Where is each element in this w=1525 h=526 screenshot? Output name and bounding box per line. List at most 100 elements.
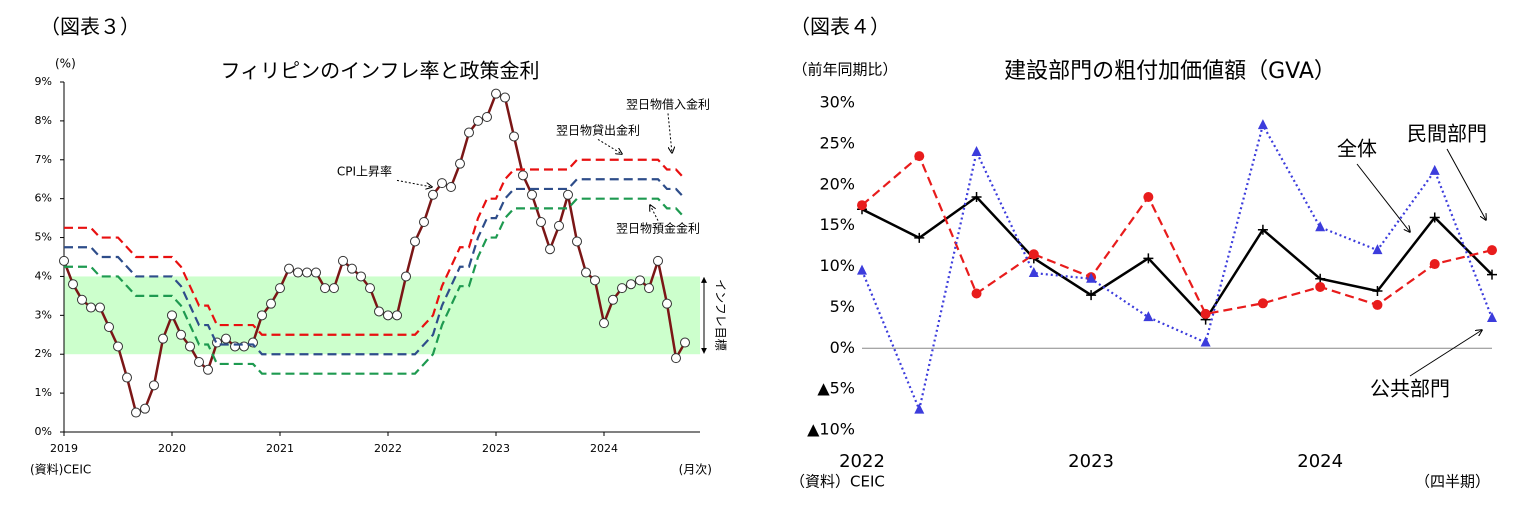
- point: [914, 403, 925, 414]
- point: [311, 267, 321, 278]
- y-tick-label: 2%: [35, 347, 52, 360]
- y-tick-label: 5%: [35, 231, 52, 244]
- y-tick-label: 4%: [35, 269, 52, 282]
- y-unit-label: （前年同期比）: [792, 61, 897, 79]
- x-unit-label: (月次): [679, 463, 712, 477]
- series-label: CPI上昇率: [337, 164, 392, 179]
- y-tick-label: 3%: [35, 308, 52, 321]
- point: [320, 283, 330, 294]
- point: [284, 263, 294, 274]
- label-arrow: [1409, 330, 1482, 377]
- y-tick-label: 6%: [35, 192, 52, 205]
- point: [1086, 290, 1097, 301]
- point: [374, 306, 384, 317]
- point: [176, 329, 186, 340]
- point: [644, 283, 654, 294]
- x-tick-label: 2023: [1068, 451, 1114, 472]
- point: [590, 275, 600, 286]
- source: (資料)CEIC: [30, 463, 91, 477]
- chart-title: フィリピンのインフレ率と政策金利: [221, 59, 540, 83]
- point: [347, 263, 357, 274]
- point: [1487, 312, 1497, 323]
- point: [149, 380, 159, 391]
- point: [509, 131, 519, 142]
- series-line: [64, 178, 686, 356]
- point: [266, 298, 276, 309]
- series-label: 民間部門: [1407, 122, 1487, 146]
- x-tick-label: 2022: [839, 451, 885, 472]
- y-tick-label: 8%: [35, 114, 52, 127]
- point: [1372, 286, 1383, 297]
- point: [329, 283, 339, 294]
- series-label: 翌日物貸出金利: [556, 123, 640, 138]
- point: [1372, 299, 1383, 310]
- point: [680, 337, 690, 348]
- point: [104, 322, 114, 332]
- x-tick-label: 2023: [482, 442, 510, 455]
- point: [383, 310, 393, 321]
- point: [140, 403, 150, 414]
- point: [1200, 336, 1211, 347]
- point: [971, 192, 982, 203]
- point: [1487, 245, 1497, 256]
- point: [257, 310, 267, 321]
- point: [194, 357, 204, 367]
- point: [365, 283, 375, 294]
- y-tick-label: 25%: [819, 133, 855, 152]
- label-arrow: [1356, 163, 1410, 232]
- point: [95, 302, 105, 313]
- series-label: 全体: [1337, 137, 1377, 161]
- y-tick-label: 0%: [830, 338, 855, 357]
- point: [275, 283, 285, 294]
- label-arrow: [1446, 148, 1486, 220]
- point: [971, 288, 982, 299]
- point: [1143, 253, 1154, 264]
- point: [1372, 244, 1383, 255]
- point: [1028, 249, 1039, 260]
- point: [122, 372, 132, 383]
- y-tick-label: 30%: [819, 93, 855, 112]
- source: （資料）CEIC: [790, 473, 885, 491]
- point: [491, 88, 501, 99]
- point: [302, 267, 312, 278]
- y-tick-label: 15%: [819, 215, 855, 234]
- chart-title: 建設部門の粗付加価値額（GVA）: [1004, 59, 1336, 84]
- point: [428, 189, 438, 200]
- y-tick-label: 1%: [35, 386, 52, 399]
- point: [293, 267, 303, 278]
- point: [473, 115, 483, 126]
- point: [518, 170, 528, 181]
- series-line: [62, 92, 687, 415]
- point: [221, 333, 231, 344]
- series-line: [861, 195, 1493, 322]
- point: [857, 200, 867, 211]
- point: [1315, 221, 1326, 232]
- y-tick-label: 5%: [830, 297, 855, 316]
- series-line: [861, 154, 1493, 316]
- point: [1086, 272, 1097, 283]
- point: [59, 255, 69, 266]
- x-tick-label: 2020: [158, 442, 186, 455]
- point: [410, 236, 420, 247]
- point: [527, 189, 537, 200]
- point: [1028, 267, 1039, 278]
- point: [446, 182, 456, 192]
- point: [1429, 212, 1440, 223]
- point: [464, 127, 474, 138]
- x-tick-label: 2021: [266, 442, 294, 455]
- point: [113, 341, 123, 352]
- y-tick-label: 0%: [35, 425, 52, 438]
- point: [914, 151, 925, 162]
- point: [86, 302, 96, 313]
- label-arrow: [667, 113, 672, 153]
- point: [563, 189, 573, 200]
- point: [203, 364, 213, 375]
- point: [617, 283, 627, 294]
- point: [914, 232, 925, 243]
- figure-label: （図表３）: [40, 15, 140, 39]
- y-unit-label: (%): [55, 57, 76, 71]
- point: [401, 271, 411, 282]
- y-tick-label: 7%: [35, 153, 52, 166]
- x-unit-label: （四半期）: [1415, 473, 1490, 491]
- label-arrow: [597, 138, 622, 154]
